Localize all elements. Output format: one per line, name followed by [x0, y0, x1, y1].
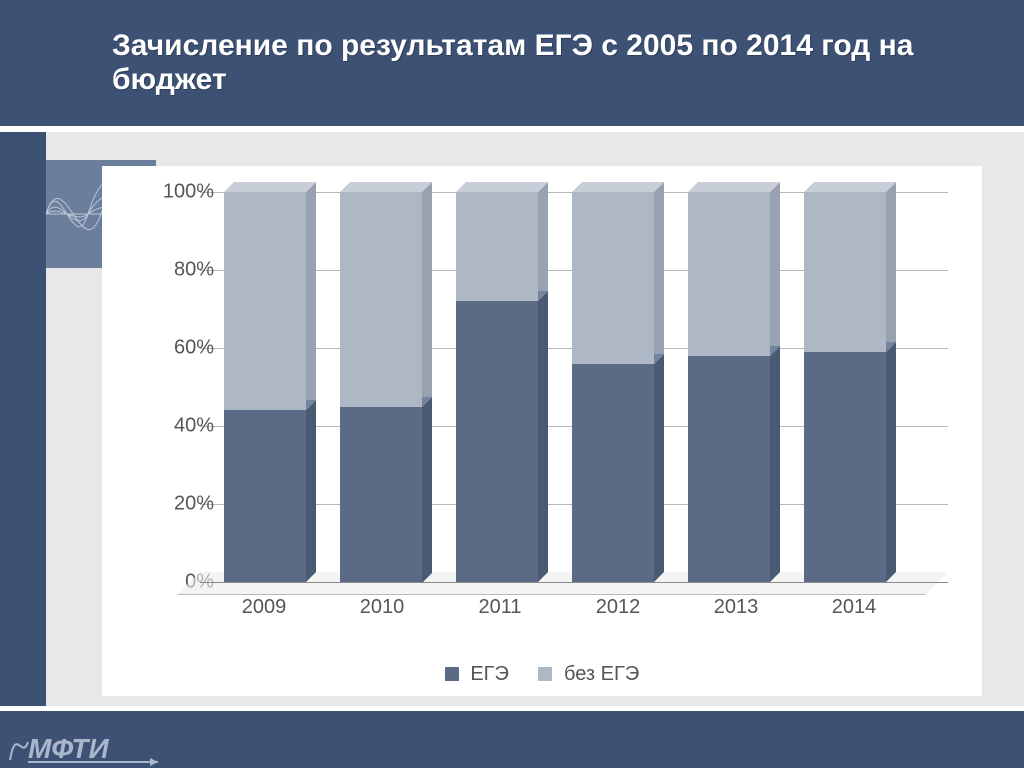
bar-front — [224, 192, 306, 582]
legend: ЕГЭ без ЕГЭ — [112, 663, 972, 686]
bar-side — [538, 182, 548, 301]
bar-front — [572, 192, 654, 582]
bar-side — [306, 400, 316, 582]
bar-segment — [688, 192, 770, 356]
bar-segment — [340, 407, 422, 583]
legend-label: ЕГЭ — [470, 663, 509, 685]
bar-side — [654, 354, 664, 582]
x-tick-label: 2010 — [336, 596, 428, 619]
bars-container — [200, 192, 948, 582]
bar-front — [456, 192, 538, 582]
slide-title: Зачисление по результатам ЕГЭ с 2005 по … — [112, 29, 996, 98]
bar-front — [804, 192, 886, 582]
logo-arrow-icon — [150, 758, 158, 766]
x-tick-label: 2011 — [454, 596, 546, 619]
bar — [456, 192, 548, 582]
bar-side — [306, 182, 316, 410]
x-tick-label: 2014 — [808, 596, 900, 619]
bar-side — [770, 182, 780, 356]
legend-item: ЕГЭ — [445, 663, 509, 686]
bar-segment — [804, 352, 886, 582]
bar-top — [340, 182, 432, 192]
bar-front — [340, 192, 422, 582]
bar-side — [770, 346, 780, 582]
plot-area — [200, 192, 948, 583]
legend-item: без ЕГЭ — [538, 663, 639, 686]
bar-segment — [224, 192, 306, 410]
footer-bar: МФТИ — [0, 706, 1024, 768]
bar-front — [688, 192, 770, 582]
slide: Зачисление по результатам ЕГЭ с 2005 по … — [0, 0, 1024, 768]
bar — [224, 192, 316, 582]
bar-segment — [456, 192, 538, 301]
legend-label: без ЕГЭ — [564, 663, 639, 685]
bar — [688, 192, 780, 582]
bar-side — [654, 182, 664, 364]
bar-top — [688, 182, 780, 192]
bar-segment — [572, 192, 654, 364]
bar-segment — [572, 364, 654, 582]
x-tick-label: 2012 — [572, 596, 664, 619]
chart-panel: 0% 20% 40% 60% 80% 100% 2009 2010 2011 2… — [102, 166, 982, 696]
bar-side — [538, 291, 548, 582]
bar — [804, 192, 896, 582]
bar-segment — [688, 356, 770, 582]
legend-swatch — [445, 667, 459, 681]
stacked-bar-chart: 0% 20% 40% 60% 80% 100% 2009 2010 2011 2… — [112, 170, 972, 692]
mipt-logo: МФТИ — [8, 718, 158, 766]
bar-top — [456, 182, 548, 192]
bar-segment — [224, 410, 306, 582]
bar — [340, 192, 432, 582]
x-tick-label: 2009 — [218, 596, 310, 619]
bar-segment — [340, 192, 422, 407]
bar-top — [224, 182, 316, 192]
title-bar: Зачисление по результатам ЕГЭ с 2005 по … — [0, 0, 1024, 132]
bar — [572, 192, 664, 582]
bar-segment — [456, 301, 538, 582]
bar-segment — [804, 192, 886, 352]
bar-top — [804, 182, 896, 192]
x-tick-label: 2013 — [690, 596, 782, 619]
bar-side — [422, 397, 432, 583]
left-sidebar — [0, 132, 46, 706]
logo-text: МФТИ — [28, 733, 110, 764]
legend-swatch — [538, 667, 552, 681]
bar-side — [886, 342, 896, 582]
bar-side — [422, 182, 432, 407]
bar-top — [572, 182, 664, 192]
bar-side — [886, 182, 896, 352]
